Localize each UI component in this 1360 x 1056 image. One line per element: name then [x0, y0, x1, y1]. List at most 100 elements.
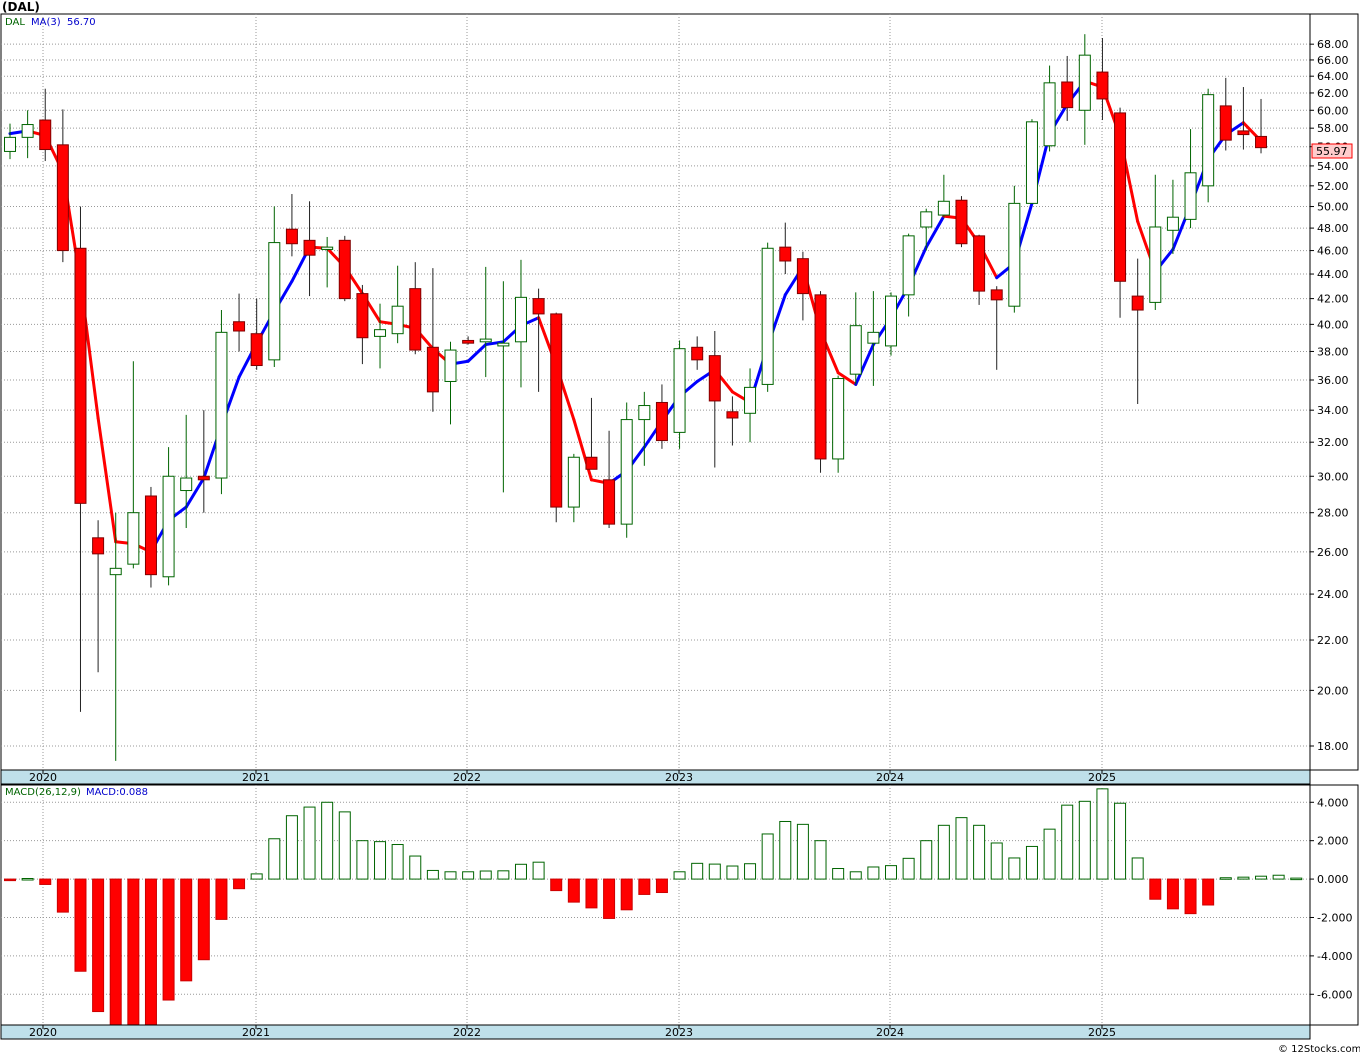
- price-tick-label: 30.00: [1317, 470, 1349, 483]
- macd-bar: [726, 865, 739, 880]
- ma3-segment: [484, 340, 505, 347]
- candle-body: [285, 228, 298, 245]
- candle-body: [937, 200, 950, 216]
- ma3-segment: [466, 343, 488, 363]
- candle-body: [250, 333, 263, 367]
- macd-bar: [937, 824, 950, 880]
- macd-bar: [497, 870, 510, 880]
- candle-body: [849, 325, 862, 375]
- candle-body: [268, 242, 281, 361]
- macd-year-labels: 2020 2021 2022 2023 2024 2025: [29, 1025, 1116, 1039]
- price-tick-label: 42.00: [1317, 293, 1349, 306]
- candle-body: [1061, 81, 1074, 109]
- macd-bar: [990, 842, 1003, 880]
- macd-bar: [1096, 788, 1109, 880]
- price-tick-label: 54.00: [1317, 160, 1349, 173]
- macd-bar: [444, 871, 457, 880]
- macd-bar: [1202, 878, 1215, 906]
- price-y-axis: 18.00 20.00 22.00 24.00 26.00 28.00 30.00 32.00…: [1310, 38, 1349, 753]
- candle-body: [955, 199, 968, 245]
- price-tick-label: 52.00: [1317, 180, 1349, 193]
- candle-body: [197, 475, 210, 481]
- year-label: 2022: [453, 1026, 481, 1039]
- macd-bar: [215, 878, 228, 920]
- macd-bar: [285, 815, 298, 880]
- macd-bar: [391, 844, 404, 880]
- candle-body: [1166, 216, 1179, 231]
- price-year-labels: 2020 2021 2022 2023 2024 2025: [29, 770, 1116, 784]
- candle-body: [4, 136, 16, 152]
- macd-tick-label: 2.000: [1317, 835, 1349, 848]
- year-label: 2025: [1088, 771, 1116, 784]
- candle-body: [497, 342, 510, 347]
- credit-text: © 12Stocks.com: [1278, 1044, 1360, 1055]
- candle-body: [920, 211, 933, 228]
- candle-body: [21, 124, 34, 138]
- candle-body: [726, 411, 739, 419]
- candle-body: [1008, 202, 1021, 307]
- macd-panel-frame: [0, 784, 1311, 1026]
- macd-bar: [374, 841, 387, 880]
- macd-bar: [92, 878, 105, 1013]
- candle-body: [74, 247, 87, 504]
- macd-bar: [1166, 878, 1179, 910]
- macd-bars: [4, 788, 1303, 1032]
- price-tick-label: 66.00: [1317, 54, 1349, 67]
- year-label: 2024: [876, 771, 904, 784]
- price-candles: [4, 34, 1268, 761]
- macd-bar: [744, 863, 757, 880]
- price-tick-label: 48.00: [1317, 222, 1349, 235]
- candle-body: [356, 293, 369, 339]
- macd-bar: [1255, 875, 1268, 880]
- macd-bar: [180, 878, 193, 982]
- macd-tick-label: 4.000: [1317, 796, 1349, 809]
- price-tick-label: 40.00: [1317, 318, 1349, 331]
- chart-title: (DAL): [2, 0, 40, 14]
- price-gridlines: [1, 14, 1310, 770]
- macd-bar: [109, 878, 122, 1032]
- candle-body: [990, 289, 1003, 301]
- macd-bar: [21, 878, 34, 881]
- price-tick-label: 62.00: [1317, 87, 1349, 100]
- ma3-segment: [836, 371, 858, 386]
- price-panel-frame: [0, 13, 1311, 771]
- macd-bar: [1237, 876, 1250, 880]
- macd-bar: [779, 820, 792, 880]
- candle-body: [1114, 112, 1127, 282]
- candle-body: [885, 295, 897, 347]
- price-tick-label: 68.00: [1317, 38, 1349, 51]
- candle-body: [338, 239, 351, 300]
- macd-bar: [655, 878, 668, 894]
- price-legend-symbol: DAL: [5, 17, 25, 28]
- macd-bar: [1061, 804, 1074, 880]
- candle-body: [867, 331, 880, 344]
- candle-body: [162, 475, 175, 578]
- macd-bar: [849, 871, 862, 880]
- macd-legend-value: MACD:0.088: [86, 787, 148, 798]
- macd-bar: [1219, 877, 1232, 880]
- price-tick-label: 64.00: [1317, 70, 1349, 83]
- candle-body: [1237, 130, 1250, 136]
- macd-bar: [338, 811, 351, 880]
- candle-body: [92, 537, 105, 555]
- candle-body: [673, 348, 686, 433]
- candle-body: [1219, 105, 1232, 141]
- year-label: 2021: [242, 1026, 270, 1039]
- candle-body: [603, 479, 616, 525]
- price-legend-ma-label: MA(3): [31, 17, 61, 28]
- last-price-box: [1311, 143, 1353, 159]
- price-tick-label: 38.00: [1317, 345, 1349, 358]
- macd-bar: [268, 838, 281, 880]
- candle-body: [779, 246, 792, 262]
- macd-bar: [162, 878, 175, 1001]
- price-tick-label: 26.00: [1317, 546, 1349, 559]
- candle-body: [1255, 135, 1268, 149]
- candle-body: [761, 247, 774, 385]
- ma3-segment: [854, 343, 875, 386]
- macd-bar: [514, 863, 527, 880]
- candle-body: [127, 512, 140, 565]
- ma3-segment: [184, 476, 206, 509]
- price-tick-label: 50.00: [1317, 201, 1349, 214]
- macd-bar: [585, 878, 598, 909]
- macd-bar: [1131, 857, 1144, 880]
